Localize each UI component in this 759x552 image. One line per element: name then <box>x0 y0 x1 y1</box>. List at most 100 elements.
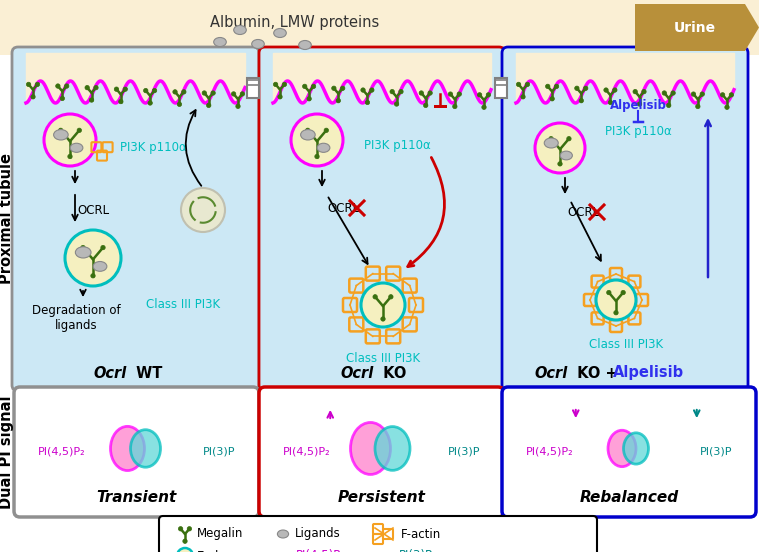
Ellipse shape <box>54 130 68 140</box>
Circle shape <box>554 84 559 88</box>
Text: Alpelisib: Alpelisib <box>613 365 684 380</box>
Text: PI(3)P: PI(3)P <box>700 447 732 457</box>
Circle shape <box>60 96 65 100</box>
Ellipse shape <box>277 530 288 538</box>
Circle shape <box>65 84 69 88</box>
Circle shape <box>449 92 452 96</box>
Circle shape <box>31 94 35 99</box>
Circle shape <box>549 136 553 141</box>
Text: Alpelisib: Alpelisib <box>609 98 666 112</box>
Circle shape <box>303 84 307 88</box>
Text: PI3K p110α: PI3K p110α <box>605 125 672 139</box>
Circle shape <box>638 102 642 106</box>
Circle shape <box>206 103 211 108</box>
Circle shape <box>273 82 278 87</box>
Text: Transient: Transient <box>96 490 177 505</box>
Circle shape <box>236 104 240 109</box>
FancyBboxPatch shape <box>259 47 505 391</box>
Ellipse shape <box>608 430 636 466</box>
Circle shape <box>424 103 428 108</box>
Circle shape <box>477 93 482 97</box>
Circle shape <box>608 100 613 105</box>
Circle shape <box>324 128 329 132</box>
Circle shape <box>183 539 187 543</box>
Circle shape <box>370 88 374 92</box>
Circle shape <box>395 102 398 106</box>
Ellipse shape <box>70 144 83 152</box>
Circle shape <box>123 87 128 92</box>
Circle shape <box>525 82 530 87</box>
Circle shape <box>211 91 216 95</box>
Circle shape <box>482 105 487 109</box>
Circle shape <box>633 89 638 94</box>
Circle shape <box>390 89 395 94</box>
Circle shape <box>452 104 457 109</box>
Circle shape <box>361 283 405 327</box>
Ellipse shape <box>75 247 91 258</box>
Circle shape <box>240 92 244 96</box>
Circle shape <box>604 88 608 92</box>
Circle shape <box>90 98 94 102</box>
Ellipse shape <box>560 151 572 160</box>
Ellipse shape <box>111 426 144 470</box>
Circle shape <box>35 82 39 87</box>
Text: PI(4,5)P₂: PI(4,5)P₂ <box>283 447 331 457</box>
Ellipse shape <box>252 40 264 49</box>
Circle shape <box>535 123 585 173</box>
Circle shape <box>65 230 121 286</box>
Circle shape <box>178 527 183 531</box>
FancyBboxPatch shape <box>12 47 259 391</box>
Circle shape <box>666 103 671 108</box>
Text: Ligands: Ligands <box>295 528 341 540</box>
Circle shape <box>306 128 310 132</box>
Text: PI(4,5)P₂: PI(4,5)P₂ <box>526 447 574 457</box>
Circle shape <box>361 88 365 92</box>
Text: Degradation of
ligands: Degradation of ligands <box>32 304 121 332</box>
Text: PI3K p110α: PI3K p110α <box>364 139 430 151</box>
Ellipse shape <box>299 40 311 50</box>
Text: Proximal tubule: Proximal tubule <box>0 153 14 284</box>
Circle shape <box>115 87 118 92</box>
Circle shape <box>457 92 461 96</box>
Circle shape <box>27 82 31 87</box>
Circle shape <box>550 97 554 101</box>
Circle shape <box>662 91 666 95</box>
Text: Ocrl: Ocrl <box>535 365 568 380</box>
Ellipse shape <box>214 38 226 46</box>
FancyBboxPatch shape <box>502 47 748 391</box>
Circle shape <box>487 93 490 97</box>
Circle shape <box>91 274 95 278</box>
Circle shape <box>516 82 521 87</box>
Circle shape <box>606 290 611 295</box>
Circle shape <box>143 88 148 93</box>
Circle shape <box>389 295 393 299</box>
Circle shape <box>85 86 90 90</box>
Circle shape <box>77 128 81 132</box>
Circle shape <box>278 94 282 99</box>
Circle shape <box>614 310 618 315</box>
FancyBboxPatch shape <box>495 78 507 98</box>
Text: Endosome: Endosome <box>197 549 259 552</box>
Circle shape <box>336 98 341 103</box>
Circle shape <box>177 548 193 552</box>
Text: Urine: Urine <box>674 21 716 35</box>
Circle shape <box>55 84 60 88</box>
Circle shape <box>596 280 636 320</box>
Text: Ocrl: Ocrl <box>94 365 127 380</box>
Text: Ocrl: Ocrl <box>341 365 374 380</box>
Circle shape <box>720 93 725 97</box>
Circle shape <box>419 91 424 95</box>
Circle shape <box>332 86 336 91</box>
Circle shape <box>315 155 320 159</box>
Text: PI3K p110α: PI3K p110α <box>120 141 187 155</box>
Circle shape <box>153 88 157 93</box>
Circle shape <box>94 86 98 90</box>
Circle shape <box>567 136 571 141</box>
Circle shape <box>307 97 311 101</box>
Circle shape <box>546 84 550 88</box>
Circle shape <box>671 91 676 95</box>
Circle shape <box>181 89 186 94</box>
FancyBboxPatch shape <box>502 387 756 517</box>
Text: Megalin: Megalin <box>197 528 244 540</box>
Circle shape <box>729 93 734 97</box>
